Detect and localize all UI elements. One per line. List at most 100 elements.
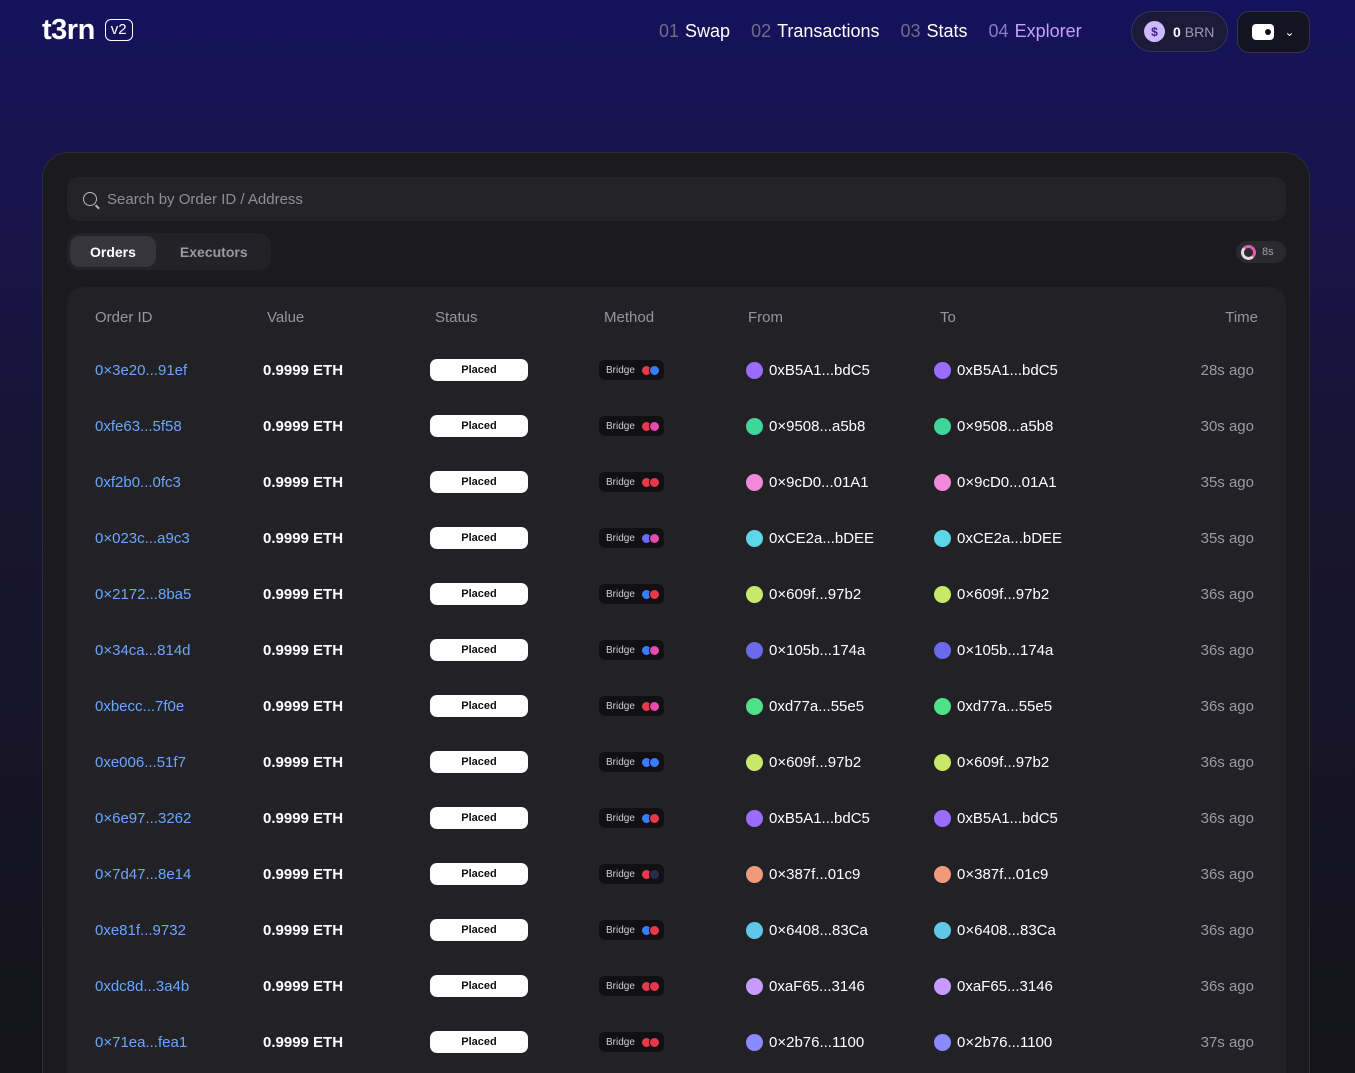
from-address-link[interactable]: 0×609f...97b2 (746, 566, 861, 622)
status-badge: Placed (430, 527, 528, 549)
column-header-from[interactable]: From (748, 309, 783, 326)
table-row[interactable]: 0×34ca...814d 0.9999 ETH Placed Bridge 0×105… (67, 622, 1286, 678)
order-id-link[interactable]: 0xf2b0...0fc3 (95, 473, 181, 491)
to-address-link[interactable]: 0×2b76...1100 (934, 1014, 1052, 1070)
to-address: 0×9508...a5b8 (957, 417, 1054, 435)
order-id-link[interactable]: 0×34ca...814d (95, 641, 191, 659)
column-header-status[interactable]: Status (435, 309, 478, 326)
from-address-link[interactable]: 0xB5A1...bdC5 (746, 790, 870, 846)
method-badge: Bridge (599, 976, 664, 996)
brn-balance-button[interactable]: $ 0 BRN (1131, 11, 1228, 52)
order-id-link[interactable]: 0×3e20...91ef (95, 361, 188, 379)
to-address-link[interactable]: 0×609f...97b2 (934, 734, 1049, 790)
order-id-link[interactable]: 0×7d47...8e14 (95, 865, 192, 883)
method-badge: Bridge (599, 584, 664, 604)
column-header-time[interactable]: Time (1225, 309, 1258, 326)
auto-refresh-indicator[interactable]: 8s (1236, 241, 1286, 263)
order-id-link[interactable]: 0×2172...8ba5 (95, 585, 192, 603)
from-address-link[interactable]: 0xCE2a...bDEE (746, 510, 874, 566)
table-row[interactable]: 0×2172...8ba5 0.9999 ETH Placed Bridge 0×609… (67, 566, 1286, 622)
order-id-link[interactable]: 0xbecc...7f0e (95, 697, 185, 715)
nav-swap[interactable]: 01 Swap (659, 20, 730, 42)
to-address-link[interactable]: 0xB5A1...bdC5 (934, 342, 1058, 398)
order-value: 0.9999 ETH (263, 361, 344, 379)
to-address-link[interactable]: 0×6408...83Ca (934, 902, 1056, 958)
to-address-link[interactable]: 0×9508...a5b8 (934, 398, 1053, 454)
nav-label: Transactions (777, 21, 880, 41)
from-address-link[interactable]: 0xaF65...3146 (746, 958, 865, 1014)
nav-stats[interactable]: 03 Stats (900, 20, 967, 42)
balance-unit: BRN (1184, 23, 1215, 40)
column-header-method[interactable]: Method (604, 309, 655, 326)
destination-chain-icon (648, 924, 660, 936)
status-cell: Placed (430, 398, 528, 454)
nav-transactions[interactable]: 02 Transactions (751, 20, 879, 42)
order-id-link[interactable]: 0×6e97...3262 (95, 809, 192, 827)
chain-icons (640, 532, 660, 544)
to-address-link[interactable]: 0×9cD0...01A1 (934, 454, 1057, 510)
logo[interactable]: t3rn v2 (42, 14, 133, 46)
from-address-link[interactable]: 0×9cD0...01A1 (746, 454, 869, 510)
method-cell: Bridge (599, 958, 664, 1014)
to-address-link[interactable]: 0xaF65...3146 (934, 958, 1053, 1014)
destination-chain-icon (648, 1036, 660, 1048)
method-badge: Bridge (599, 696, 664, 716)
to-address-link[interactable]: 0×105b...174a (934, 622, 1053, 678)
order-time: 30s ago (1200, 417, 1254, 435)
method-cell: Bridge (599, 846, 664, 902)
to-address-link[interactable]: 0×609f...97b2 (934, 566, 1049, 622)
to-address-link[interactable]: 0xB5A1...bdC5 (934, 790, 1058, 846)
status-badge: Placed (430, 695, 528, 717)
table-row[interactable]: 0xe81f...9732 0.9999 ETH Placed Bridge 0×640… (67, 902, 1286, 958)
table-row[interactable]: 0×023c...a9c3 0.9999 ETH Placed Bridge 0xCE2… (67, 510, 1286, 566)
method-label: Bridge (606, 476, 635, 488)
table-row[interactable]: 0xe006...51f7 0.9999 ETH Placed Bridge 0×609… (67, 734, 1286, 790)
table-row[interactable]: 0×6e97...3262 0.9999 ETH Placed Bridge 0xB5A… (67, 790, 1286, 846)
to-address: 0×387f...01c9 (957, 865, 1049, 883)
to-address: 0×609f...97b2 (957, 753, 1050, 771)
order-id-link[interactable]: 0xe81f...9732 (95, 921, 186, 939)
column-header-value[interactable]: Value (267, 309, 305, 326)
order-id-link[interactable]: 0×71ea...fea1 (95, 1033, 188, 1051)
tab-orders[interactable]: Orders (70, 236, 156, 267)
table-row[interactable]: 0×7d47...8e14 0.9999 ETH Placed Bridge 0×387… (67, 846, 1286, 902)
from-address: 0×2b76...1100 (769, 1033, 865, 1051)
order-id-link[interactable]: 0xfe63...5f58 (95, 417, 182, 435)
from-address-link[interactable]: 0xd77a...55e5 (746, 678, 864, 734)
nav-explorer[interactable]: 04 Explorer (989, 20, 1082, 42)
method-label: Bridge (606, 420, 635, 432)
order-value: 0.9999 ETH (263, 865, 344, 883)
table-row[interactable]: 0xfe63...5f58 0.9999 ETH Placed Bridge 0×950… (67, 398, 1286, 454)
from-address: 0xB5A1...bdC5 (769, 809, 870, 827)
order-id-link[interactable]: 0xe006...51f7 (95, 753, 186, 771)
table-row[interactable]: 0×71ea...fea1 0.9999 ETH Placed Bridge 0×2b7… (67, 1014, 1286, 1070)
table-row[interactable]: 0xf2b0...0fc3 0.9999 ETH Placed Bridge 0×9cD… (67, 454, 1286, 510)
explorer-tabs: Orders Executors (67, 233, 271, 270)
from-address-link[interactable]: 0×6408...83Ca (746, 902, 868, 958)
table-row[interactable]: 0xbecc...7f0e 0.9999 ETH Placed Bridge 0xd77… (67, 678, 1286, 734)
to-address-link[interactable]: 0×387f...01c9 (934, 846, 1048, 902)
order-id-link[interactable]: 0xdc8d...3a4b (95, 977, 190, 995)
tab-executors[interactable]: Executors (179, 243, 248, 260)
from-avatar-icon (746, 417, 763, 435)
to-avatar-icon (934, 361, 951, 379)
from-address-link[interactable]: 0×9508...a5b8 (746, 398, 865, 454)
table-row[interactable]: 0xdc8d...3a4b 0.9999 ETH Placed Bridge 0xaF6… (67, 958, 1286, 1014)
order-id-link[interactable]: 0×023c...a9c3 (95, 529, 190, 547)
to-address-link[interactable]: 0xd77a...55e5 (934, 678, 1052, 734)
column-header-order-id[interactable]: Order ID (95, 309, 153, 326)
column-header-to[interactable]: To (940, 309, 956, 326)
to-address: 0×2b76...1100 (957, 1033, 1053, 1051)
from-address-link[interactable]: 0×105b...174a (746, 622, 865, 678)
to-avatar-icon (934, 921, 951, 939)
from-address-link[interactable]: 0×387f...01c9 (746, 846, 860, 902)
search-input[interactable] (107, 190, 1207, 208)
from-address-link[interactable]: 0×2b76...1100 (746, 1014, 864, 1070)
order-time: 36s ago (1200, 697, 1254, 715)
from-address-link[interactable]: 0xB5A1...bdC5 (746, 342, 870, 398)
destination-chain-icon (648, 476, 660, 488)
from-address-link[interactable]: 0×609f...97b2 (746, 734, 861, 790)
wallet-button[interactable]: ⌄ (1237, 11, 1310, 53)
table-row[interactable]: 0×3e20...91ef 0.9999 ETH Placed Bridge 0xB5A… (67, 342, 1286, 398)
to-address-link[interactable]: 0xCE2a...bDEE (934, 510, 1062, 566)
